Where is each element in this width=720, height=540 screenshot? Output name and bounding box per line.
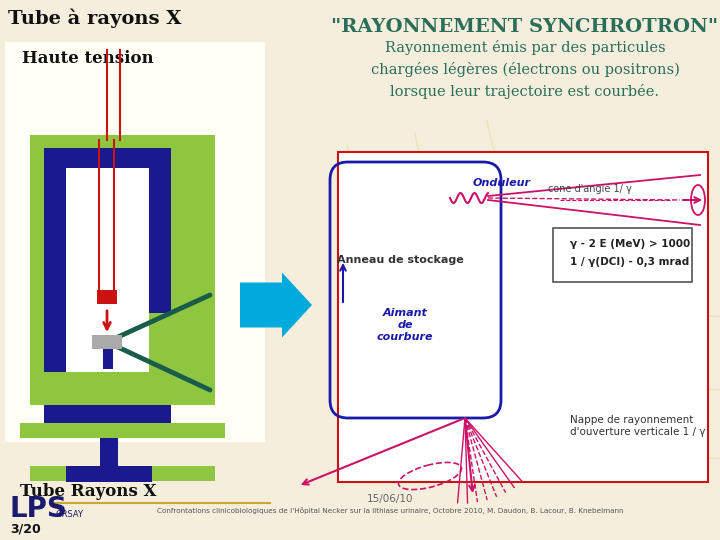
- Bar: [103, 349, 113, 369]
- Bar: [44, 148, 171, 168]
- Text: Rayonnement émis par des particules
chargées légères (électrons ou positrons)
lo: Rayonnement émis par des particules char…: [371, 40, 680, 99]
- Text: 1 / γ(DCI) - 0,3 mrad: 1 / γ(DCI) - 0,3 mrad: [570, 257, 689, 267]
- Text: Tube à rayons X: Tube à rayons X: [8, 8, 181, 28]
- Text: 15/06/10: 15/06/10: [366, 494, 413, 504]
- Text: γ - 2 E (MeV) > 1000: γ - 2 E (MeV) > 1000: [570, 239, 690, 249]
- Bar: [66, 168, 149, 372]
- Text: "RAYONNEMENT SYNCHROTRON": "RAYONNEMENT SYNCHROTRON": [331, 18, 719, 36]
- Text: 3/20: 3/20: [10, 523, 41, 536]
- Bar: [30, 135, 215, 385]
- Text: Tube Rayons X: Tube Rayons X: [20, 483, 156, 500]
- Text: Onduleur: Onduleur: [473, 178, 531, 188]
- FancyBboxPatch shape: [553, 228, 692, 282]
- Bar: [92, 335, 122, 349]
- Text: Nappe de rayonnement
d'ouverture verticale 1 / γ: Nappe de rayonnement d'ouverture vertica…: [570, 415, 706, 437]
- Text: Aimant
de
courbure: Aimant de courbure: [377, 308, 433, 342]
- Text: cone d'angle 1/ γ: cone d'angle 1/ γ: [548, 184, 632, 194]
- Bar: [338, 152, 708, 482]
- Bar: [30, 385, 215, 405]
- Bar: [149, 148, 171, 313]
- Bar: [5, 42, 265, 442]
- Text: ORSAY: ORSAY: [55, 510, 83, 519]
- Bar: [100, 438, 118, 466]
- FancyArrow shape: [240, 273, 312, 338]
- Text: Anneau de stockage: Anneau de stockage: [337, 255, 464, 265]
- Bar: [44, 405, 171, 423]
- Bar: [44, 148, 66, 372]
- Bar: [20, 423, 225, 438]
- Text: LPS: LPS: [10, 495, 68, 523]
- Bar: [66, 466, 152, 482]
- Bar: [97, 290, 117, 304]
- Text: Confrontations clinicobiologiques de l'Hôpital Necker sur la lithiase urinaire, : Confrontations clinicobiologiques de l'H…: [157, 507, 624, 514]
- Text: Haute tension: Haute tension: [22, 50, 153, 67]
- Bar: [30, 466, 215, 481]
